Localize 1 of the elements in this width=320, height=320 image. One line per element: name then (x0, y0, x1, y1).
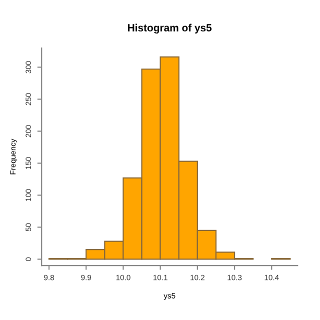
chart-title: Histogram of ys5 (128, 24, 212, 34)
